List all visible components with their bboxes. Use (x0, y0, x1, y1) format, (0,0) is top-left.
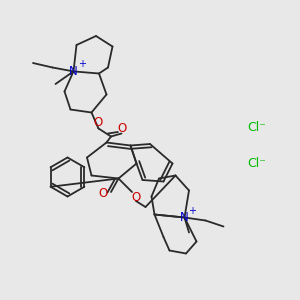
Text: +: + (188, 206, 196, 216)
Text: Cl⁻: Cl⁻ (248, 157, 266, 170)
Text: Cl⁻: Cl⁻ (248, 121, 266, 134)
Text: N: N (180, 211, 189, 224)
Text: O: O (131, 191, 140, 204)
Text: O: O (117, 122, 126, 135)
Text: O: O (94, 116, 103, 129)
Text: N: N (69, 65, 78, 78)
Text: +: + (78, 59, 86, 69)
Text: O: O (99, 187, 108, 200)
